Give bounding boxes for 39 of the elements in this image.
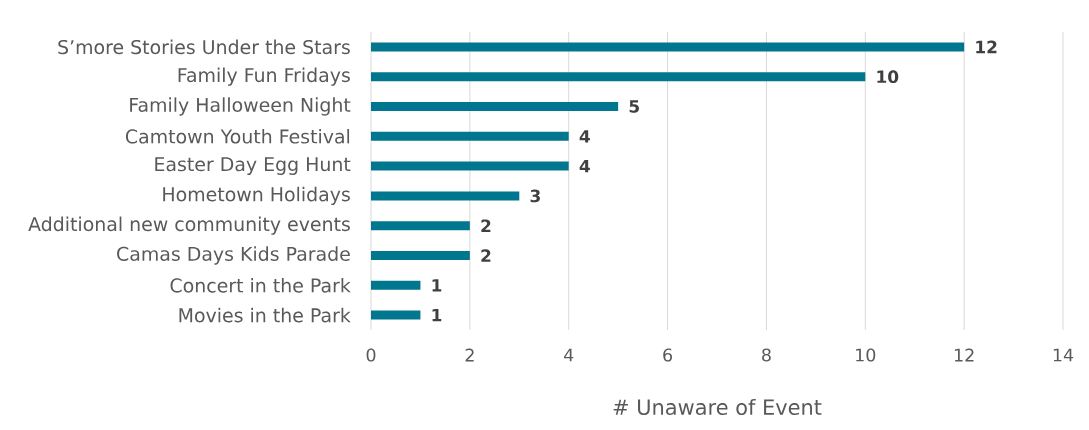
data-label: 5 — [629, 100, 639, 113]
bar — [371, 310, 421, 320]
bar — [371, 280, 421, 290]
data-label: 1 — [432, 279, 442, 292]
x-tick-label: 6 — [663, 348, 673, 362]
x-tick-label: 12 — [954, 348, 974, 362]
y-tick-label: Easter Day Egg Hunt — [155, 157, 351, 175]
y-tick-label: S’more Stories Under the Stars — [58, 39, 350, 55]
x-tick-label: 8 — [762, 348, 771, 362]
bar — [371, 131, 569, 141]
x-axis-title: # Unaware of Event — [613, 398, 822, 416]
x-tick-label: 2 — [465, 348, 474, 362]
x-tick-label: 14 — [1053, 348, 1074, 362]
bar — [371, 251, 470, 260]
data-label: 12 — [976, 40, 997, 54]
bar — [371, 42, 965, 52]
y-tick-label: Concert in the Park — [170, 277, 351, 293]
x-tick-label: 10 — [856, 348, 876, 362]
data-label: 10 — [877, 70, 899, 84]
y-tick-label: Camas Days Kids Parade — [117, 246, 350, 265]
y-tick-label: Hometown Holidays — [163, 186, 350, 206]
y-tick-label: Additional new community events — [28, 216, 350, 235]
bar — [371, 102, 619, 111]
bar — [371, 161, 569, 171]
data-label: 1 — [432, 308, 442, 322]
data-label: 4 — [579, 159, 590, 173]
x-tick-label: 4 — [564, 348, 574, 362]
y-tick-label: Family Halloween Night — [130, 97, 351, 116]
x-tick-label: 0 — [366, 348, 376, 362]
data-label: 4 — [579, 130, 590, 143]
bar — [371, 191, 520, 201]
data-label: 2 — [481, 249, 491, 262]
data-label: 3 — [530, 189, 540, 203]
y-tick-label: Camtown Youth Festival — [125, 128, 350, 144]
bar — [371, 72, 866, 82]
y-tick-label: Family Fun Fridays — [178, 67, 350, 86]
data-label: 2 — [481, 219, 491, 232]
bar — [371, 221, 470, 231]
y-tick-label: Movies in the Park — [179, 307, 351, 323]
